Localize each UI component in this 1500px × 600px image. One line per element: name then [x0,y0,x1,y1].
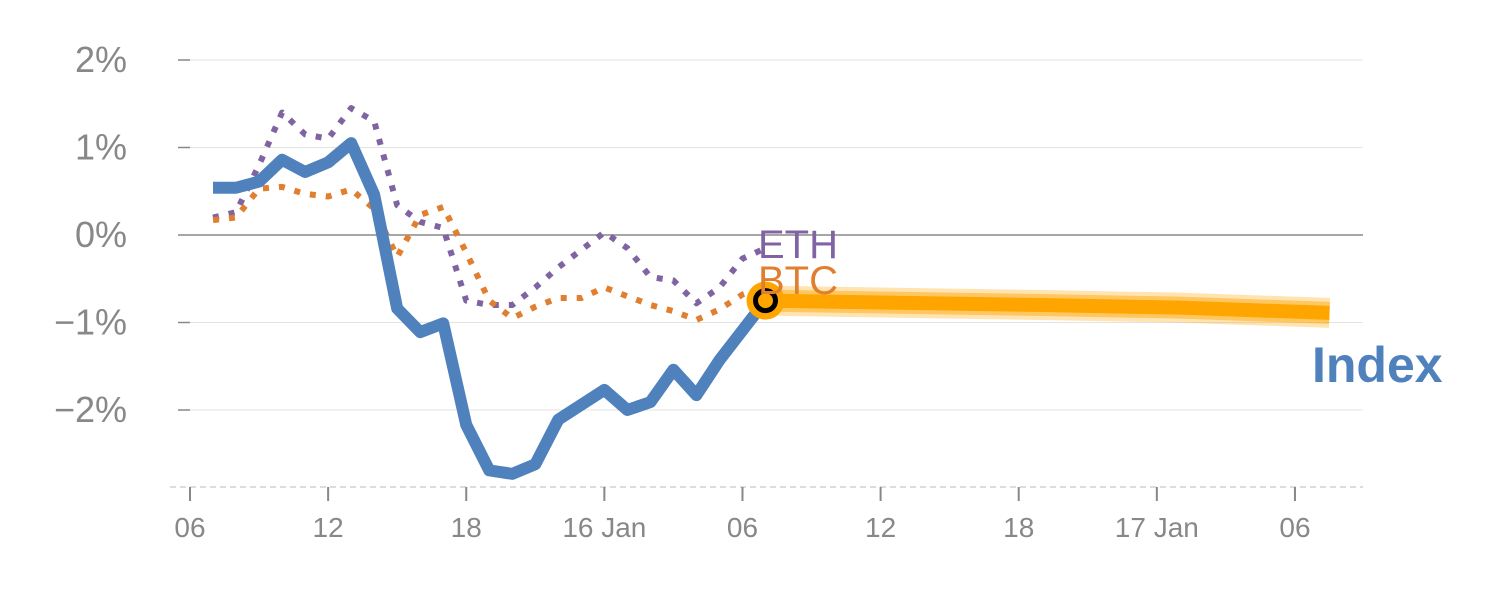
series-line-index [213,137,771,480]
series-line-eth [212,105,767,308]
y-tick-label: −2% [54,389,127,430]
x-tick-label: 16 Jan [562,512,646,543]
x-tick-label: 17 Jan [1115,512,1199,543]
y-axis: 2% 1% 0% −1% −2% [54,39,190,430]
x-tick-label: 06 [1279,512,1310,543]
x-tick-label: 12 [313,512,344,543]
y-tick-label: 2% [75,39,127,80]
y-tick-label: 1% [75,127,127,168]
index-label: Index [1312,337,1443,393]
x-tick-label: 12 [865,512,896,543]
x-axis: 06 12 18 16 Jan 06 12 18 17 Jan 06 [170,486,1363,543]
x-tick-label: 18 [1003,512,1034,543]
current-value-marker [746,281,785,320]
series-lines [212,105,1331,480]
series-line-btc [212,183,767,323]
forecast-line [765,293,1330,320]
current-value-ring [753,288,778,314]
x-tick-label: 06 [727,512,758,543]
x-tick-label: 18 [451,512,482,543]
y-tick-label: −1% [54,302,127,343]
x-tick-label: 06 [174,512,205,543]
y-tick-label: 0% [75,214,127,255]
eth-label: ETH [758,223,838,267]
btc-label: BTC [758,259,838,303]
